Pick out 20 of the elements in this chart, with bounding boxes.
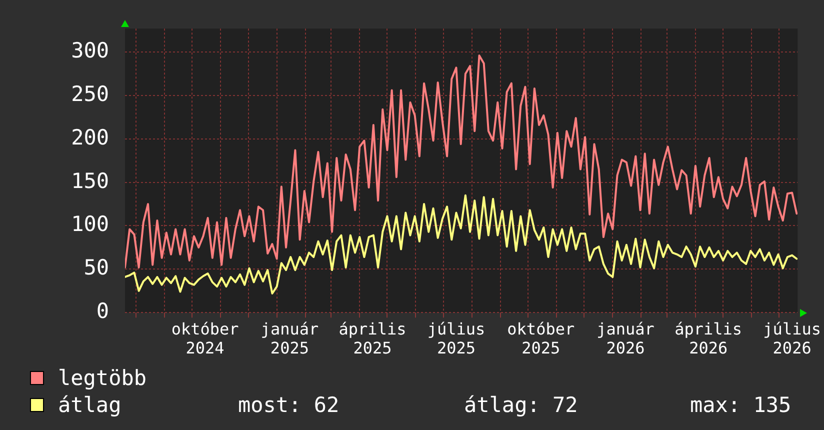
y-tick-label: 200 <box>71 125 109 150</box>
x-tick-label: április 2026 <box>674 319 742 358</box>
y-tick-label: 300 <box>71 38 109 63</box>
y-tick-label: 50 <box>84 256 109 280</box>
x-tick-label: január 2026 <box>596 319 655 358</box>
y-tick-label: 100 <box>71 212 109 236</box>
text: most: 62 <box>238 393 340 417</box>
x-tick-label: október 2025 <box>507 319 575 358</box>
x-tick-label: október 2024 <box>171 319 240 358</box>
y-tick-label: 0 <box>96 299 109 324</box>
y-tick-label: 150 <box>71 168 109 193</box>
x-tick-label: július 2026 <box>763 319 821 358</box>
y-tick-label: 250 <box>71 82 109 106</box>
text: max: 135 <box>690 393 792 417</box>
legend-label: legtöbb <box>58 366 147 390</box>
legend-label: átlag <box>58 393 122 417</box>
x-tick-label: július 2025 <box>427 319 486 358</box>
x-tick-label: január 2025 <box>260 319 319 358</box>
text: átlag: 72 <box>464 393 578 417</box>
x-tick-label: április 2025 <box>338 319 406 358</box>
